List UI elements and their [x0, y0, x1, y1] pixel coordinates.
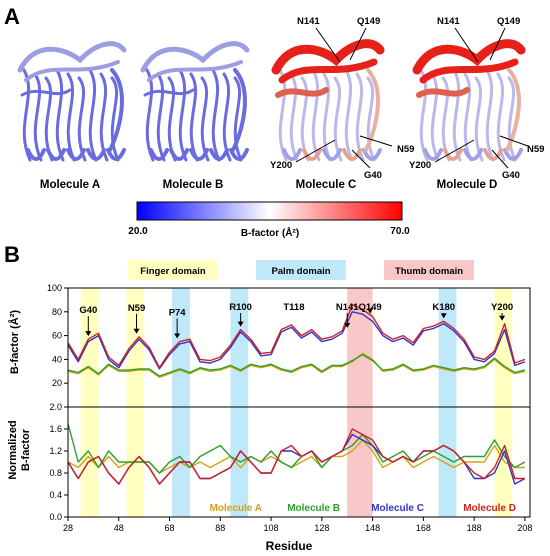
y-tick-label: 20 [52, 378, 62, 388]
peak-label: T118 [283, 302, 304, 313]
x-tick-label: 48 [114, 523, 124, 533]
y-tick-label: 0.8 [49, 468, 62, 478]
domain-band [80, 288, 99, 517]
x-tick-label: 128 [314, 523, 329, 533]
x-axis-title: Residue [266, 539, 313, 553]
b-factor-plots: 20 40 60 80 100 0.0 0.4 0.8 1.2 1.6 2.0 28 48 68 88 108… [47, 283, 532, 533]
peak-label: G40 [79, 305, 97, 316]
peak-arrow-head [440, 313, 447, 319]
thumb-domain-box [384, 260, 474, 280]
series-line-4-plot-1 [67, 304, 526, 369]
protein-structures [17, 39, 526, 162]
legend-molecule-c: Molecule C [371, 503, 424, 514]
palm-domain-box [256, 260, 346, 280]
peak-arrow-head [344, 322, 351, 328]
molecule-a-label: Molecule A [40, 179, 100, 191]
y-tick-label: 0.0 [49, 512, 62, 522]
mol-d-n141-label: N141 [437, 16, 460, 27]
y-tick-label: 0.4 [49, 490, 62, 500]
peak-label: Q149 [358, 302, 381, 313]
y-tick-label: 40 [52, 354, 62, 364]
palm-domain-label: Palm domain [271, 266, 330, 277]
peak-arrow-head [367, 308, 374, 314]
peak-arrow-head [237, 321, 244, 327]
domain-band [494, 288, 513, 517]
y-tick-label: 80 [52, 307, 62, 317]
x-tick-label: 88 [215, 523, 225, 533]
series-line-1-plot-1 [67, 352, 526, 378]
molecule-d-callouts [434, 27, 529, 169]
y-tick-label: 60 [52, 331, 62, 341]
structure-2 [140, 41, 250, 162]
molecule-c-callouts [295, 27, 393, 169]
legend-molecule-b: Molecule B [287, 503, 340, 514]
mol-d-y200-label: Y200 [409, 160, 431, 171]
colorbar-min-label: 20.0 [128, 226, 148, 237]
mol-c-g40-label: G40 [364, 170, 382, 181]
x-tick-label: 168 [416, 523, 431, 533]
domain-band [347, 288, 373, 517]
y-tick-label: 2.0 [49, 402, 62, 412]
colorbar-max-label: 70.0 [390, 226, 410, 237]
structure-4 [412, 39, 526, 162]
structure-1 [17, 41, 127, 162]
peak-label: R100 [229, 302, 252, 313]
mol-c-q149-label: Q149 [357, 16, 380, 27]
x-tick-label: 208 [517, 523, 532, 533]
plot-frame [67, 406, 531, 518]
peak-label: K180 [432, 302, 455, 313]
x-tick-label: 148 [365, 523, 380, 533]
molecule-d-label: Molecule D [437, 179, 498, 191]
x-tick-label: 188 [467, 523, 482, 533]
top-plot-ylabel: B-factor (Å²) [8, 310, 21, 374]
mol-c-y200-label: Y200 [270, 160, 292, 171]
x-tick-label: 108 [264, 523, 279, 533]
x-tick-label: 68 [165, 523, 175, 533]
mol-d-n59-label: N59 [527, 144, 544, 155]
peak-label: N141 [336, 302, 359, 313]
peak-label: P74 [169, 308, 187, 319]
y-tick-label: 1.6 [49, 424, 62, 434]
panel-b-letter: B [4, 242, 20, 267]
molecule-b-label: Molecule B [163, 179, 224, 191]
structure-3 [271, 39, 385, 162]
colorbar-title: B-factor (Å²) [241, 226, 299, 239]
peak-arrow-head [499, 315, 506, 321]
x-tick-label: 28 [63, 523, 73, 533]
series-line-4-plot-2 [67, 428, 525, 485]
finger-domain-box [128, 260, 218, 280]
peak-arrow-head [85, 331, 92, 337]
peak-arrow-head [133, 328, 140, 334]
domain-legend: Finger domain Palm domain Thumb domain [128, 260, 474, 280]
peak-label: N59 [128, 303, 145, 314]
legend-molecule-d: Molecule D [463, 503, 516, 514]
bottom-plot-ylabel: NormalizedB-factor [7, 420, 32, 479]
y-tick-label: 1.2 [49, 446, 62, 456]
panel-a-letter: A [4, 4, 20, 29]
peak-arrow-head [174, 333, 181, 339]
mol-c-n141-label: N141 [297, 16, 320, 27]
peak-label: Y200 [491, 302, 513, 313]
mol-c-n59-label: N59 [397, 144, 414, 155]
series-line-3-plot-1 [67, 311, 526, 370]
series-line-2-plot-1 [67, 353, 526, 377]
domain-band [438, 288, 457, 517]
thumb-domain-label: Thumb domain [395, 266, 463, 277]
mol-d-q149-label: Q149 [497, 16, 520, 27]
b-factor-colorbar [136, 201, 403, 221]
domain-band [126, 288, 145, 517]
series-legend: Molecule A Molecule B Molecule C Molecul… [210, 503, 516, 514]
legend-molecule-a: Molecule A [210, 503, 262, 514]
molecule-c-label: Molecule C [296, 179, 357, 191]
mol-d-g40-label: G40 [502, 170, 520, 181]
finger-domain-label: Finger domain [140, 266, 206, 277]
y-tick-label: 100 [47, 283, 62, 293]
domain-band [172, 288, 190, 517]
